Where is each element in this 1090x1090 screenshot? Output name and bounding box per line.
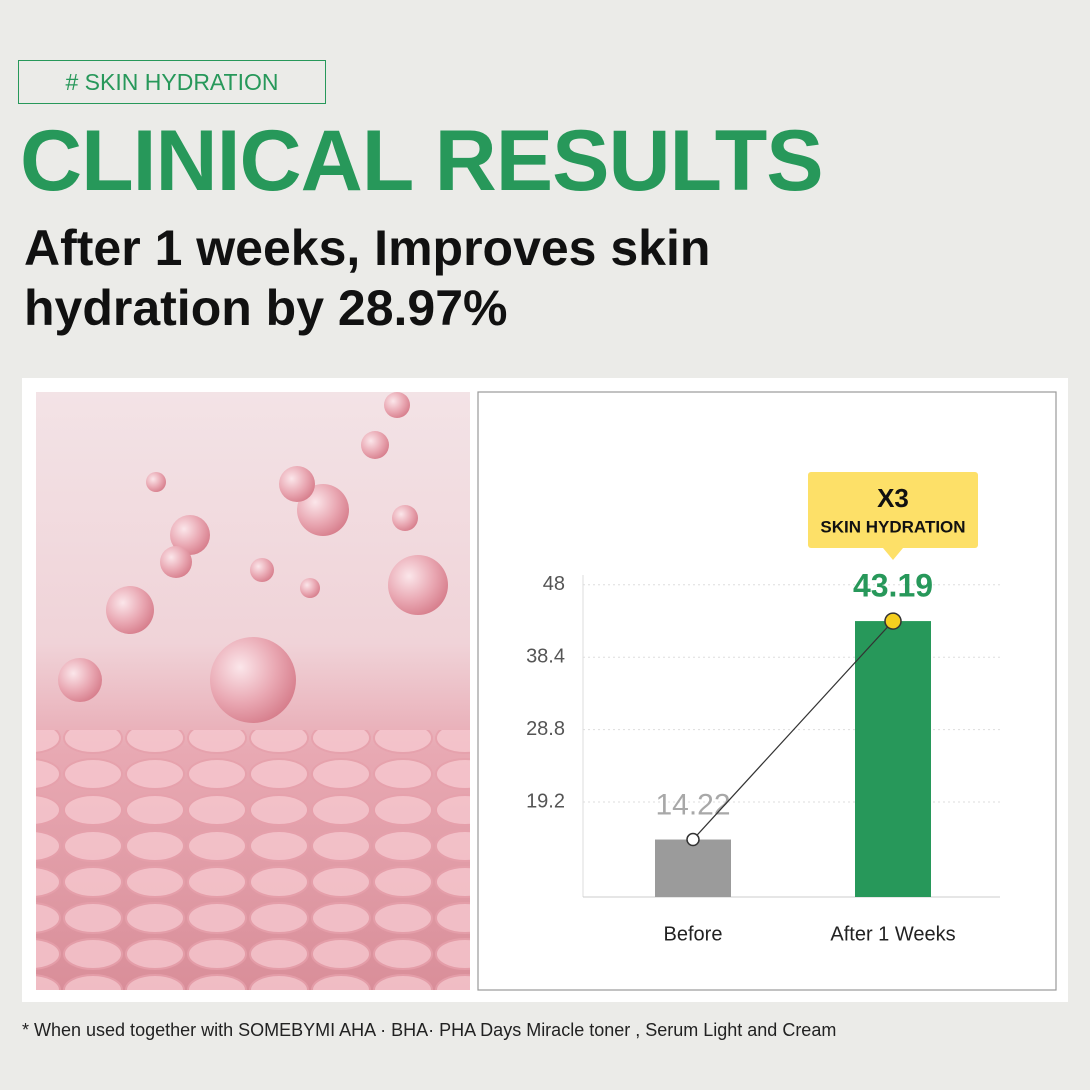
bar bbox=[655, 839, 731, 897]
y-tick-label: 28.8 bbox=[526, 718, 565, 740]
y-tick-label: 48 bbox=[543, 573, 565, 595]
point bbox=[686, 832, 700, 847]
subtitle: After 1 weeks, Improves skin hydration b… bbox=[24, 218, 710, 338]
y-tick-label: 38.4 bbox=[526, 645, 565, 667]
annotation-box bbox=[808, 472, 978, 548]
headline: CLINICAL RESULTS bbox=[20, 113, 824, 209]
subtitle-line: After 1 weeks, Improves skin bbox=[24, 220, 711, 276]
x-tick-label: Before bbox=[664, 923, 723, 945]
annotation-pointer bbox=[883, 548, 903, 560]
subtitle-line: hydration by 28.97% bbox=[24, 280, 508, 336]
bar bbox=[855, 621, 931, 897]
connector-line bbox=[692, 620, 894, 840]
y-tick-label: 19.2 bbox=[526, 790, 565, 812]
annotation-text: SKIN HYDRATION bbox=[820, 517, 965, 536]
point bbox=[884, 612, 902, 630]
value-label: 43.19 bbox=[853, 568, 933, 604]
illustration bbox=[36, 392, 470, 990]
tag: # SKIN HYDRATION bbox=[18, 60, 326, 104]
x-tick-label: After 1 Weeks bbox=[830, 923, 955, 945]
footnote: * When used together with SOMEBYMI AHA ·… bbox=[22, 1020, 837, 1040]
annotation-title: X3 bbox=[877, 483, 909, 513]
value-label: 14.22 bbox=[655, 788, 730, 821]
